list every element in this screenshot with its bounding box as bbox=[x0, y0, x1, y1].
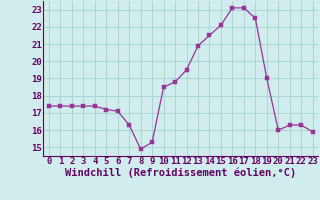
X-axis label: Windchill (Refroidissement éolien,°C): Windchill (Refroidissement éolien,°C) bbox=[65, 168, 296, 178]
